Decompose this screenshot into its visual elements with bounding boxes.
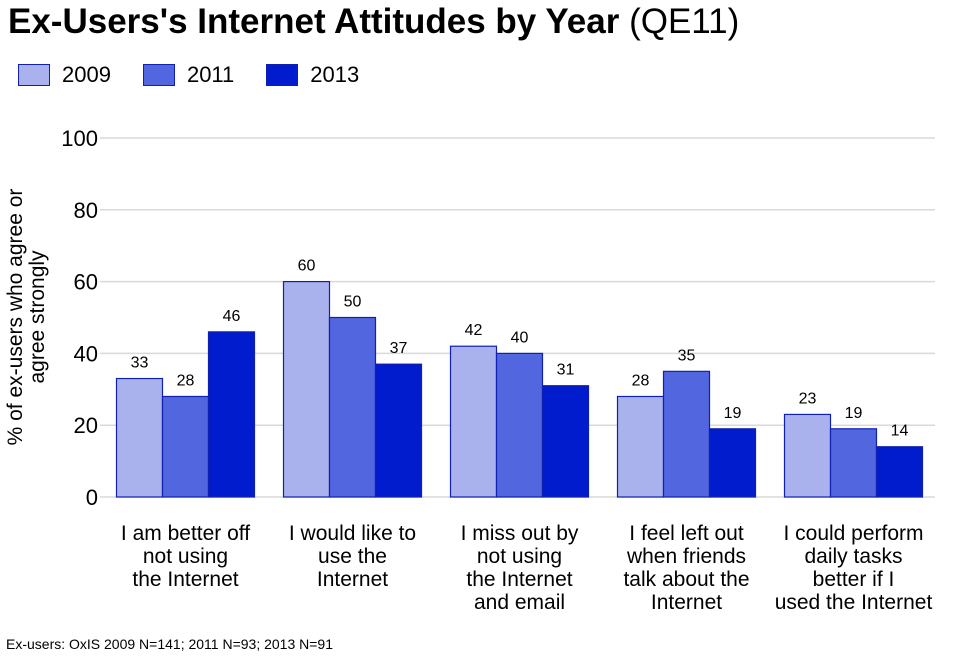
bar-2009-cat-3 xyxy=(616,395,665,498)
category-label-line: talk about the xyxy=(623,568,749,591)
data-label-2009-cat-0: 33 xyxy=(131,355,149,372)
legend-label-2011: 2011 xyxy=(186,62,235,87)
category-label-0: I am better off not using the Internet xyxy=(121,522,250,591)
category-label-line: when friends xyxy=(626,545,746,568)
y-axis-label-line: % of ex-users who agree or xyxy=(4,189,27,446)
data-label-2011-cat-4: 19 xyxy=(845,405,863,422)
category-label-line: daily tasks xyxy=(804,545,902,568)
bar-2013-cat-1 xyxy=(374,363,423,498)
category-label-line: and email xyxy=(474,591,565,614)
y-tick-label-20: 20 xyxy=(74,413,98,438)
category-label-1: I would like to use the Internet xyxy=(289,522,416,591)
data-label-2011-cat-2: 40 xyxy=(511,329,529,346)
data-label-2013-cat-4: 14 xyxy=(891,423,909,440)
y-axis-label-line: agree strongly xyxy=(26,250,49,384)
footnote: Ex-users: OxIS 2009 N=141; 2011 N=93; 20… xyxy=(6,636,334,652)
legend-swatch-2009 xyxy=(18,64,50,86)
data-label-2011-cat-1: 50 xyxy=(344,294,362,311)
bar-2009-cat-1 xyxy=(282,281,331,498)
category-label-line: I could perform xyxy=(783,522,923,545)
bar-2013-cat-3 xyxy=(708,428,757,498)
category-label-line: the Internet xyxy=(132,568,238,591)
bar-2011-cat-4 xyxy=(829,428,878,498)
category-label-3: I feel left out when friends talk about th… xyxy=(623,522,749,614)
legend-swatch-2013 xyxy=(266,64,299,86)
category-label-line: I miss out by xyxy=(461,522,579,545)
category-label-line: use the xyxy=(318,545,387,568)
legend-item-2013: 2013 xyxy=(266,62,359,88)
category-label-line: I feel left out xyxy=(629,522,744,545)
data-label-2009-cat-1: 60 xyxy=(298,258,316,275)
bar-2013-cat-2 xyxy=(541,385,590,498)
chart-title: Ex-Users's Internet Attitudes by Year (Q… xyxy=(8,2,739,42)
category-label-2: I miss out by not using the Internet and em… xyxy=(461,522,579,614)
bar-2011-cat-1 xyxy=(328,316,377,498)
legend: 2009 2011 2013 xyxy=(18,62,391,88)
category-label-line: Internet xyxy=(317,568,388,591)
legend-item-2009: 2009 xyxy=(18,62,111,88)
y-axis-label: % of ex-users who agree oragree strongly xyxy=(4,189,49,446)
chart-title-sub: (QE11) xyxy=(629,2,740,41)
legend-swatch-2011 xyxy=(142,64,175,86)
bar-2009-cat-0 xyxy=(115,377,164,498)
data-label-2009-cat-4: 23 xyxy=(799,390,817,407)
data-label-2013-cat-3: 19 xyxy=(724,405,742,422)
data-label-2013-cat-1: 37 xyxy=(390,340,408,357)
data-label-2009-cat-2: 42 xyxy=(465,322,483,339)
y-tick-label-80: 80 xyxy=(74,198,98,223)
bar-2013-cat-4 xyxy=(875,446,924,498)
category-label-line: not using xyxy=(143,545,228,568)
bar-2011-cat-0 xyxy=(161,395,210,498)
y-tick-label-100: 100 xyxy=(61,126,98,151)
category-label-line: used the Internet xyxy=(775,591,933,614)
category-label-line: better if I xyxy=(813,568,895,591)
data-label-2011-cat-3: 35 xyxy=(678,347,696,364)
legend-label-2009: 2009 xyxy=(62,62,111,87)
category-label-line: I am better off xyxy=(121,522,250,545)
category-label-line: Internet xyxy=(651,591,722,614)
bar-2009-cat-4 xyxy=(783,413,832,498)
data-label-2009-cat-3: 28 xyxy=(632,372,650,389)
bar-2013-cat-0 xyxy=(207,331,256,498)
bar-2011-cat-2 xyxy=(495,352,544,498)
y-tick-label-60: 60 xyxy=(74,270,98,295)
legend-item-2011: 2011 xyxy=(142,62,235,88)
category-label-line: I would like to xyxy=(289,522,416,545)
data-label-2013-cat-2: 31 xyxy=(557,362,575,379)
bar-2011-cat-3 xyxy=(662,370,711,498)
y-tick-label-40: 40 xyxy=(74,341,98,366)
legend-label-2013: 2013 xyxy=(310,62,360,87)
data-label-2011-cat-0: 28 xyxy=(177,372,195,389)
category-label-line: not using xyxy=(477,545,562,568)
bar-2009-cat-2 xyxy=(449,345,498,498)
category-label-line: the Internet xyxy=(466,568,572,591)
y-tick-label-0: 0 xyxy=(86,485,98,510)
data-label-2013-cat-0: 46 xyxy=(223,308,241,325)
chart-title-main: Ex-Users's Internet Attitudes by Year xyxy=(8,2,620,41)
